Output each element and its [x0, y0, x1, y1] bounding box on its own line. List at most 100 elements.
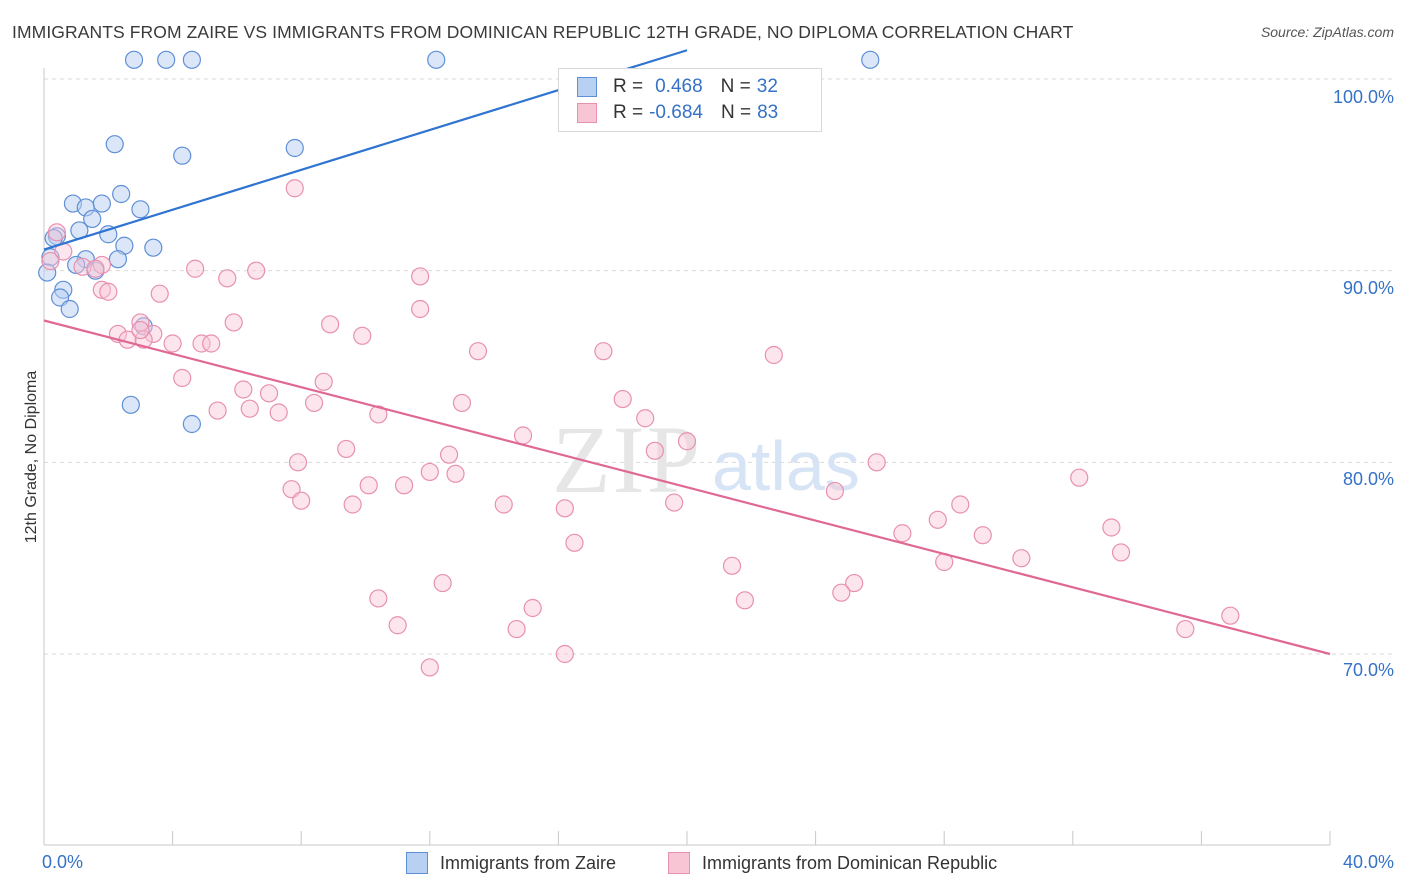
data-point-dominican: [131, 320, 150, 340]
n-value: 32: [756, 76, 778, 97]
data-point-dominican: [353, 326, 372, 345]
data-point-dominican: [523, 598, 542, 618]
data-point-dominican: [764, 345, 783, 365]
data-point-zaire: [124, 50, 144, 69]
data-point-dominican: [594, 342, 613, 361]
data-point-zaire: [112, 184, 131, 204]
data-point-zaire: [144, 238, 163, 257]
data-point-dominican: [446, 464, 465, 483]
data-point-dominican: [134, 330, 153, 349]
trend-line-dominican: [43, 319, 1331, 656]
data-point-dominican: [452, 393, 472, 413]
data-point-dominican: [832, 583, 851, 602]
dominican-swatch: [668, 852, 690, 874]
data-point-dominican: [722, 556, 742, 575]
legend-label: Immigrants from Zaire: [440, 852, 617, 873]
data-point-dominican: [555, 499, 574, 518]
data-point-dominican: [513, 426, 533, 445]
zaire-swatch: [577, 77, 597, 97]
y-tick-label: 80.0%: [1342, 469, 1394, 489]
data-point-dominican: [41, 251, 60, 271]
series-dominican: [41, 179, 1240, 677]
data-point-dominican: [735, 591, 754, 610]
data-point-dominican: [1221, 606, 1240, 625]
data-point-dominican: [411, 267, 430, 286]
data-point-dominican: [845, 573, 864, 593]
n-label: N =: [720, 76, 751, 97]
n-value: 83: [757, 102, 779, 123]
r-label: R =: [613, 76, 644, 97]
data-point-dominican: [131, 313, 150, 332]
data-point-dominican: [359, 476, 378, 495]
data-point-dominican: [224, 313, 243, 332]
data-point-dominican: [420, 658, 439, 677]
data-point-dominican: [86, 259, 105, 278]
data-point-dominican: [337, 439, 356, 459]
data-point-zaire: [83, 209, 102, 229]
data-point-dominican: [973, 526, 992, 545]
data-point-dominican: [192, 334, 211, 353]
y-tick-label: 90.0%: [1342, 278, 1394, 298]
data-point-dominican: [218, 269, 237, 288]
y-tick-label: 70.0%: [1342, 660, 1394, 680]
data-point-dominican: [163, 334, 182, 353]
data-point-zaire: [108, 250, 128, 269]
data-point-dominican: [343, 495, 362, 514]
legend-item-dominican: Immigrants from Dominican Republic: [668, 852, 997, 874]
data-point-zaire: [157, 50, 176, 69]
data-point-dominican: [208, 401, 227, 420]
data-point-dominican: [269, 403, 288, 422]
r-value: -0.684: [649, 102, 703, 123]
legend-item-zaire: Immigrants from Zaire: [406, 852, 616, 874]
data-point-dominican: [928, 510, 947, 529]
watermark-atlas: atlas: [712, 427, 860, 505]
data-point-zaire: [182, 414, 201, 434]
data-point-zaire: [131, 200, 150, 219]
data-point-dominican: [314, 372, 333, 391]
data-point-dominican: [247, 261, 266, 280]
data-point-dominican: [321, 315, 340, 334]
legend-row-zaire: R = 0.468 N = 32: [577, 75, 778, 99]
stats-legend: R = 0.468 N = 32 R = -0.684 N = 83: [558, 68, 822, 132]
gridlines: [44, 78, 1392, 655]
data-point-dominican: [1111, 543, 1131, 562]
r-label: R =: [613, 102, 644, 123]
data-point-zaire: [861, 50, 880, 69]
axes: [43, 68, 1331, 846]
data-point-dominican: [240, 399, 259, 418]
data-point-dominican: [825, 481, 844, 501]
data-point-dominican: [893, 524, 912, 543]
data-point-dominican: [234, 380, 253, 399]
data-point-dominican: [613, 389, 632, 409]
dominican-swatch: [577, 103, 597, 123]
data-point-dominican: [507, 619, 526, 639]
legend-row-dominican: R = -0.684 N = 83: [577, 101, 778, 125]
data-point-dominican: [369, 405, 388, 424]
data-point-dominican: [494, 495, 513, 514]
data-point-dominican: [867, 453, 886, 472]
data-point-dominican: [288, 453, 308, 472]
y-axis-label: 12th Grade, No Diploma: [23, 370, 40, 544]
data-point-dominican: [636, 409, 655, 428]
chart-title: IMMIGRANTS FROM ZAIRE VS IMMIGRANTS FROM…: [12, 22, 1074, 42]
data-point-zaire: [285, 138, 304, 158]
r-value: 0.468: [655, 76, 703, 97]
data-point-zaire: [182, 50, 201, 69]
data-point-zaire: [173, 146, 192, 165]
data-point-dominican: [439, 445, 459, 464]
data-point-zaire: [92, 194, 111, 213]
data-point-dominican: [92, 280, 111, 299]
data-point-zaire: [427, 50, 446, 69]
data-point-dominican: [186, 259, 205, 278]
data-point-dominican: [150, 284, 169, 303]
data-point-zaire: [121, 395, 140, 414]
zaire-swatch: [406, 852, 428, 874]
data-point-dominican: [47, 223, 66, 242]
legend-label: Immigrants from Dominican Republic: [702, 852, 998, 873]
watermark: ZIP atlas: [552, 406, 860, 513]
data-point-dominican: [388, 616, 407, 635]
data-point-dominican: [420, 462, 439, 482]
data-point-dominican: [565, 533, 584, 552]
data-point-dominican: [1070, 468, 1089, 487]
